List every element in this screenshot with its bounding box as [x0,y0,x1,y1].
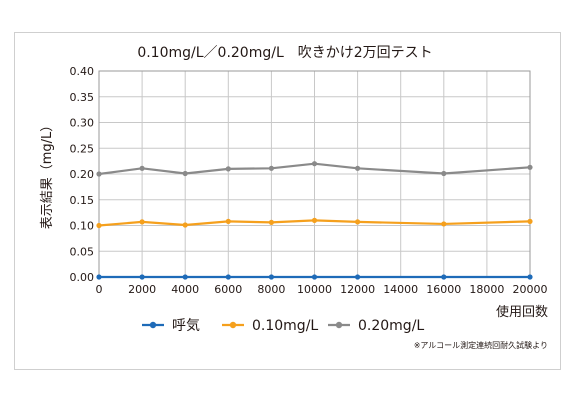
data-point [527,164,533,170]
data-point [139,219,145,225]
data-point [311,161,318,167]
x-tick-label: 4000 [171,283,199,296]
data-point [527,274,533,280]
x-tick-label: 10000 [297,283,332,296]
legend-marker [335,321,343,329]
chart-panel [14,32,561,370]
x-tick-label: 14000 [383,283,418,296]
y-tick-label: 0.20 [70,168,95,181]
x-tick-label: 18000 [469,283,504,296]
y-tick-label: 0.10 [70,220,95,233]
data-point [268,165,274,171]
x-axis-label: 使用回数 [496,304,548,320]
data-point [139,274,145,280]
x-tick-label: 12000 [340,283,375,296]
data-point [268,219,274,226]
legend-marker [149,321,157,329]
x-tick-labels: 0 2000 4000 6000 8000 10000 12000 14000 16000 180… [96,283,548,296]
data-point [96,171,102,177]
x-tick-label: 16000 [426,283,461,296]
data-point [355,274,361,280]
data-point [355,219,361,225]
y-tick-label: 0.15 [70,194,95,207]
data-point [96,222,102,229]
y-tick-labels: 0.00 0.05 0.10 0.15 0.20 0.25 0.30 0.35 0.40 [70,65,95,284]
x-tick-label: 8000 [257,283,285,296]
data-point [527,218,533,224]
data-point [268,274,274,280]
legend-label: 0.20mg/L [358,318,424,334]
legend-label: 呼気 [172,318,200,334]
y-tick-label: 0.25 [70,142,95,155]
y-tick-label: 0.05 [70,245,95,258]
x-tick-label: 0 [96,283,103,296]
legend-label: 0.10mg/L [252,318,318,334]
x-tick-label: 20000 [513,283,548,296]
data-point [355,165,361,171]
data-point [225,166,231,172]
y-tick-label: 0.40 [70,65,95,78]
data-point [139,165,145,171]
data-point [182,274,188,280]
data-point [182,170,188,177]
data-point [225,274,231,280]
grid-lines [98,70,531,278]
x-tick-label: 6000 [214,283,242,296]
y-axis-label: 表示結果（mg/L） [40,119,55,230]
y-tick-label: 0.35 [70,91,95,104]
data-point [311,274,318,280]
legend-marker [229,321,237,329]
data-point [441,170,447,177]
legend: 呼気 0.10mg/L 0.20mg/L [142,318,424,334]
data-point [182,222,188,228]
y-tick-label: 0.30 [70,117,95,130]
source-note: ※アルコール測定連続回耐久試験より [414,340,548,350]
series-lines [96,161,533,280]
data-point [311,217,318,223]
data-point [96,274,102,280]
data-point [441,221,447,227]
y-tick-label: 0.00 [70,271,95,284]
data-point [441,274,447,280]
chart-title: 0.10mg/L／0.20mg/L 吹きかけ2万回テスト [137,45,432,61]
x-tick-label: 2000 [128,283,156,296]
data-point [225,218,231,224]
